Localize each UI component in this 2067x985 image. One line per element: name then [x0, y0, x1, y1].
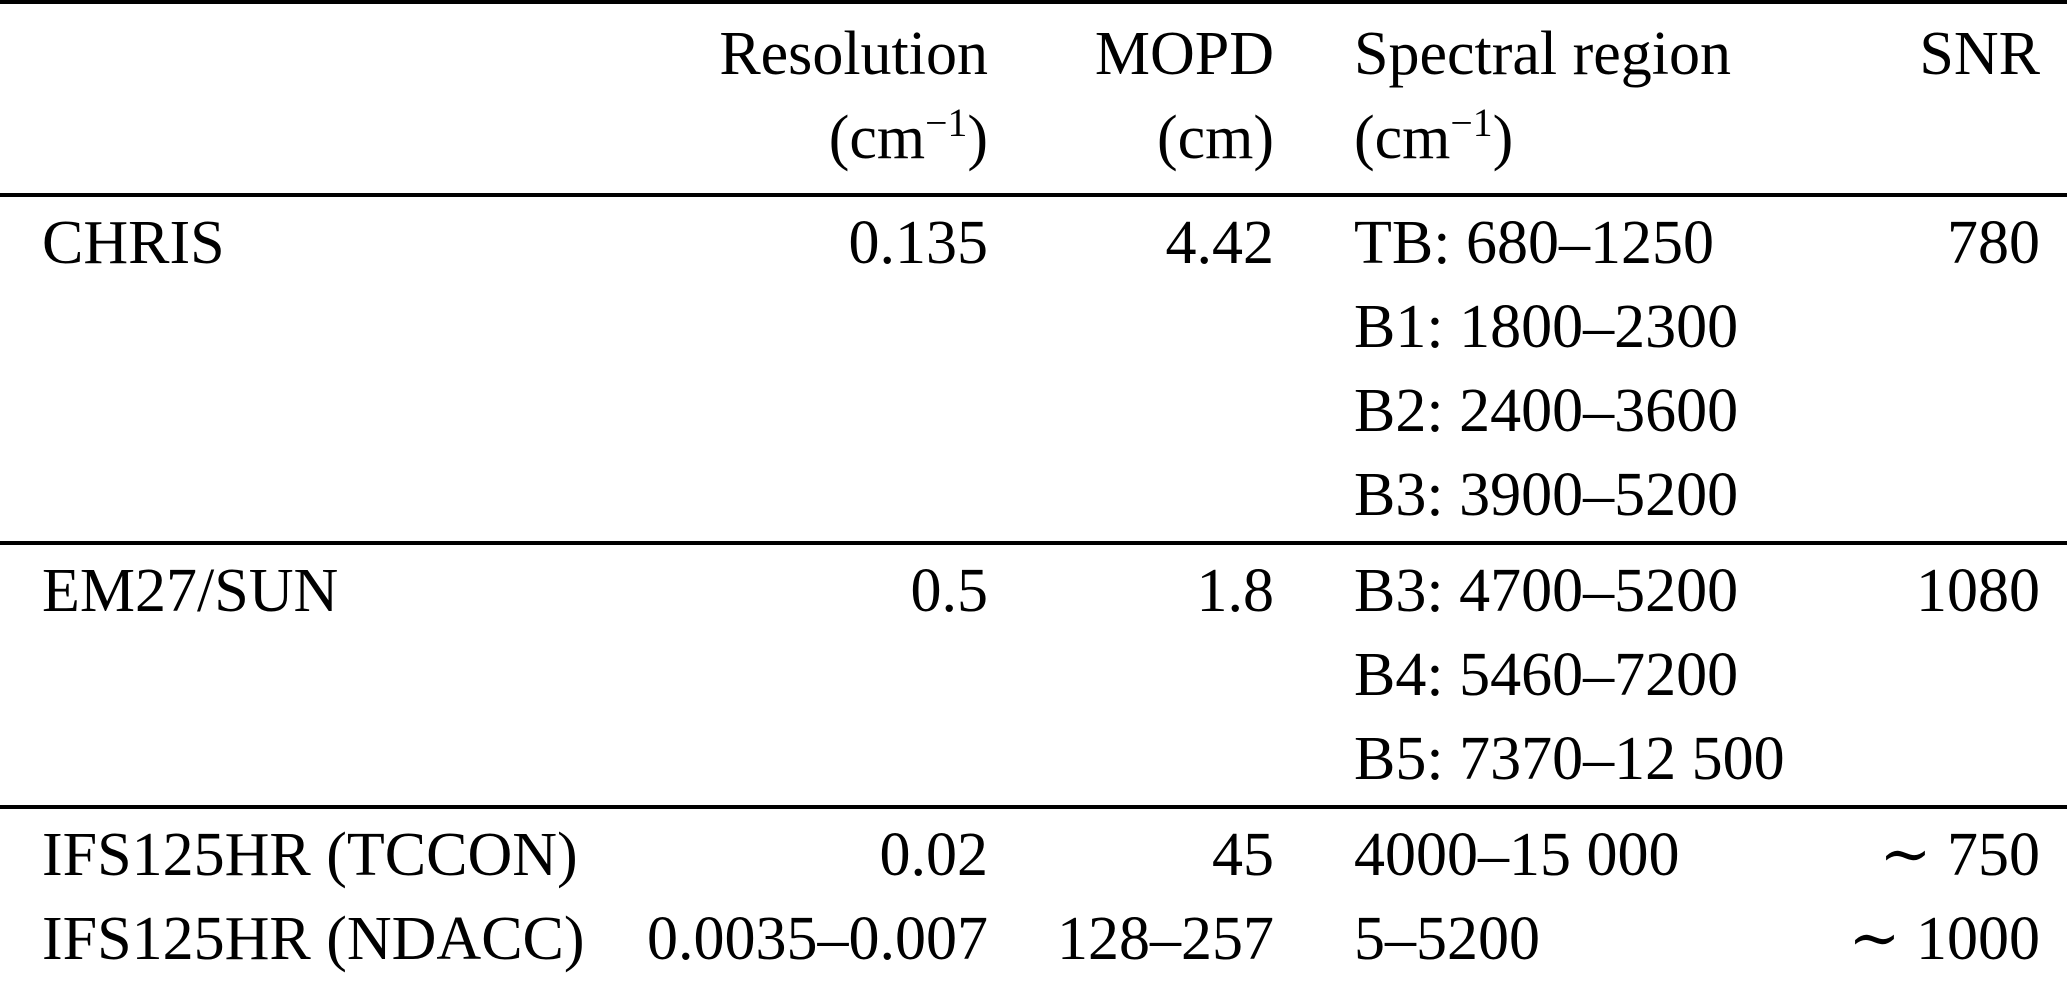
header-resolution-unit-prefix: (cm — [828, 104, 926, 172]
spectral-band: B3: 3900–5200 — [1354, 461, 1739, 529]
header-resolution-unit-suffix: ) — [967, 104, 988, 172]
header-mopd: MOPD (cm) — [988, 12, 1274, 187]
table-header-row: Resolution (cm−1) MOPD (cm) Spectral reg… — [0, 4, 2067, 193]
table-section-em27: EM27/SUN 0.5 1.8 B3: 4700–5200 B4: 5460–… — [0, 545, 2067, 805]
cell-instrument: EM27/SUN — [42, 557, 339, 625]
header-spectral-region-label: Spectral region — [1354, 20, 1732, 88]
table-row: IFS125HR (TCCON) 0.02 45 4000–15 000 ∼ 7… — [0, 813, 2067, 897]
cell-mopd: 128–257 — [1057, 905, 1274, 973]
cell-snr: ∼ 1000 — [1848, 905, 2040, 973]
spectral-band: B4: 5460–7200 — [1354, 641, 1739, 709]
section-separator-rule — [0, 541, 2067, 545]
header-mopd-label: MOPD — [1094, 20, 1274, 88]
header-separator-rule — [0, 193, 2067, 197]
spectral-band: B3: 4700–5200 — [1354, 557, 1739, 625]
header-resolution-label: Resolution — [719, 20, 988, 88]
table-row: IFS125HR (NDACC) 0.0035–0.007 128–257 5–… — [0, 897, 2067, 981]
spectral-band: B1: 1800–2300 — [1354, 293, 1739, 361]
cell-snr: 780 — [1947, 209, 2040, 277]
header-resolution-unit-exponent: −1 — [925, 101, 968, 146]
header-mopd-unit: (cm) — [1156, 104, 1274, 172]
cell-spectral-region: TB: 680–1250 B1: 1800–2300 B2: 2400–3600… — [1274, 201, 1790, 537]
spectral-band: B5: 7370–12 500 — [1354, 725, 1785, 793]
table-section-chris: CHRIS 0.135 4.42 TB: 680–1250 B1: 1800–2… — [0, 197, 2067, 541]
header-spectral-region-unit-suffix: ) — [1492, 104, 1514, 172]
cell-resolution: 0.02 — [879, 821, 989, 889]
cell-resolution: 0.5 — [910, 557, 989, 625]
cell-spectral-region: 5–5200 — [1274, 897, 1790, 981]
header-snr: SNR — [1919, 20, 2040, 88]
cell-instrument: CHRIS — [42, 209, 225, 277]
table-top-rule — [0, 0, 2067, 4]
spectral-band: 4000–15 000 — [1354, 821, 1680, 889]
header-spectral-region: Spectral region (cm−1) — [1274, 12, 1790, 187]
table-row: CHRIS 0.135 4.42 TB: 680–1250 B1: 1800–2… — [0, 201, 2067, 537]
spectral-band: 5–5200 — [1354, 905, 1540, 973]
spectral-band: TB: 680–1250 — [1354, 209, 1714, 277]
cell-spectral-region: B3: 4700–5200 B4: 5460–7200 B5: 7370–12 … — [1274, 549, 1790, 801]
cell-mopd: 1.8 — [1196, 557, 1275, 625]
header-instrument — [0, 12, 620, 187]
header-spectral-region-unit-exponent: −1 — [1450, 101, 1493, 146]
cell-instrument: IFS125HR (TCCON) — [42, 821, 578, 889]
table-row: EM27/SUN 0.5 1.8 B3: 4700–5200 B4: 5460–… — [0, 549, 2067, 801]
header-resolution-unit: (cm−1) — [620, 96, 988, 187]
section-separator-rule — [0, 805, 2067, 809]
header-spectral-region-unit-prefix: (cm — [1354, 104, 1451, 172]
cell-mopd: 4.42 — [1165, 209, 1275, 277]
cell-snr: ∼ 750 — [1879, 821, 2040, 889]
spectral-band: B2: 2400–3600 — [1354, 377, 1739, 445]
table-section-ifs125hr: IFS125HR (TCCON) 0.02 45 4000–15 000 ∼ 7… — [0, 809, 2067, 985]
cell-spectral-region: 4000–15 000 — [1274, 813, 1790, 897]
cell-instrument: IFS125HR (NDACC) — [42, 905, 585, 973]
cell-snr: 1080 — [1916, 557, 2040, 625]
header-resolution: Resolution (cm−1) — [620, 12, 988, 187]
header-spectral-region-unit: (cm−1) — [1354, 96, 1790, 187]
cell-resolution: 0.135 — [848, 209, 989, 277]
cell-resolution: 0.0035–0.007 — [647, 905, 988, 973]
cell-mopd: 45 — [1212, 821, 1274, 889]
